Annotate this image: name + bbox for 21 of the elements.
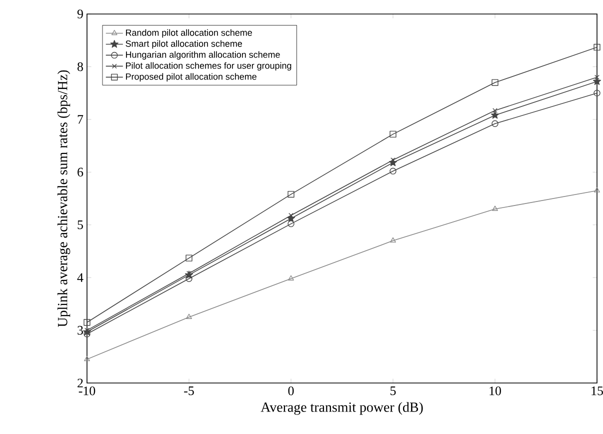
y-tick-label: 9 xyxy=(77,10,83,18)
x-tick-label: 15 xyxy=(592,386,603,396)
y-axis-title: Uplink average achievable sum rates (bps/Hz) xyxy=(57,70,70,327)
x-axis-title: Average transmit power (dB) xyxy=(260,402,423,415)
y-tick-label: 7 xyxy=(78,115,84,124)
y-tick-label: 3 xyxy=(78,326,83,335)
x-tick-label: 10 xyxy=(490,386,501,396)
x-tick-label: -5 xyxy=(184,386,194,396)
y-tick-label: 5 xyxy=(78,220,83,230)
x-tick-label: 0 xyxy=(288,386,294,396)
y-tick-label: 4 xyxy=(77,273,84,282)
legend-label: Smart pilot allocation scheme xyxy=(126,40,242,49)
y-tick-label: 2 xyxy=(78,378,83,388)
x-tick-label: 5 xyxy=(390,386,396,396)
legend-label: Proposed pilot allocation scheme xyxy=(126,73,256,82)
y-tick-label: 6 xyxy=(78,168,84,176)
legend-label: Random pilot allocation scheme xyxy=(126,29,252,38)
legend-label: Hungarian algorithm allocation scheme xyxy=(126,51,280,60)
x-tick-label: -10 xyxy=(78,386,96,396)
y-tick-label: 8 xyxy=(78,62,83,72)
legend-label: Pilot allocation schemes for user grouping xyxy=(126,62,292,71)
